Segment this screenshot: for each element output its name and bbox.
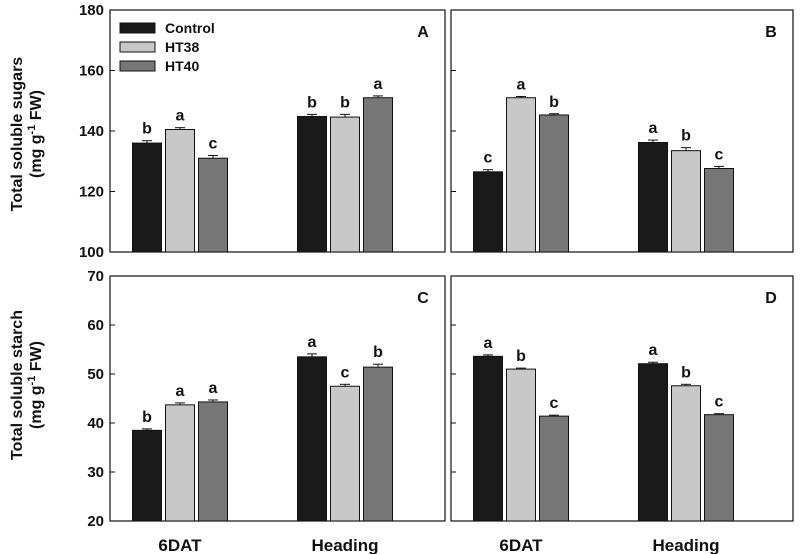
y-tick-label: 30 xyxy=(87,464,104,481)
legend-label-ht40: HT40 xyxy=(165,58,199,74)
panel-letter: C xyxy=(417,290,429,307)
bar-ht40-6dat xyxy=(539,114,569,253)
significance-letter: c xyxy=(550,395,559,412)
bar-ht38-6dat xyxy=(165,128,195,253)
bar-ht38-heading xyxy=(330,116,360,253)
panel-C: 20 30 40 50 60 70 Cb a a a c b xyxy=(87,268,446,530)
significance-letter: b xyxy=(373,344,383,361)
significance-letter: a xyxy=(484,335,493,352)
y-axis-title-sugars: Total soluble sugars (mg g-1 FW) xyxy=(9,57,45,212)
significance-letter: a xyxy=(176,108,185,125)
y-tick-label: 50 xyxy=(87,366,104,383)
bar-control-6dat xyxy=(473,171,503,253)
significance-letter: a xyxy=(176,383,185,400)
significance-letter: b xyxy=(340,94,350,111)
bar-ht38-heading xyxy=(671,150,701,253)
significance-letter: b xyxy=(681,128,691,145)
significance-letter: a xyxy=(517,77,526,94)
y-tick-label: 120 xyxy=(79,184,104,201)
y-axis-title-starch-line1: Total soluble starch xyxy=(9,310,26,460)
significance-letter: c xyxy=(715,146,724,163)
panel-A: 100 120 140 160 180 Ab a c b b a xyxy=(79,2,446,261)
y-axis-title-starch: Total soluble starch (mg g-1 FW) xyxy=(9,310,45,460)
significance-letter: a xyxy=(649,342,658,359)
panel-frame xyxy=(109,275,446,522)
significance-letter: b xyxy=(307,94,317,111)
legend: Control HT38 HT40 xyxy=(119,20,215,74)
bar-control-heading xyxy=(638,141,668,253)
x-category-labels: 6DAT Heading 6DAT Heading xyxy=(158,536,719,554)
bar-ht38-heading xyxy=(671,385,701,522)
x-category-label: Heading xyxy=(652,536,719,554)
bar-control-heading xyxy=(638,363,668,522)
panel-B: Bc a b a b c xyxy=(450,9,794,253)
chart-panels: 100 120 140 160 180 Ab a c b b a Bc a b a b c 20 30 40 50 60 7… xyxy=(79,2,794,530)
y-axis-title-sugars-line1: Total soluble sugars xyxy=(9,57,26,212)
significance-letter: a xyxy=(649,120,658,137)
y-tick-label: 60 xyxy=(87,317,104,334)
legend-label-control: Control xyxy=(165,20,215,36)
legend-swatch-control xyxy=(119,22,156,34)
x-category-label: 6DAT xyxy=(158,536,202,554)
significance-letter: b xyxy=(549,94,559,111)
y-tick-label: 70 xyxy=(87,268,104,285)
significance-letter: a xyxy=(374,76,383,93)
panel-D: Da b c a b c xyxy=(450,275,794,522)
bar-ht38-heading xyxy=(330,385,360,522)
panel-letter: B xyxy=(765,24,777,41)
significance-letter: c xyxy=(341,364,350,381)
bar-ht40-heading xyxy=(363,97,393,253)
bar-ht40-6dat xyxy=(198,401,228,522)
bar-ht40-heading xyxy=(704,414,734,522)
panel-frame xyxy=(450,275,794,522)
legend-swatch-ht40 xyxy=(119,60,156,72)
significance-letter: c xyxy=(209,136,218,153)
y-tick-label: 40 xyxy=(87,415,104,432)
y-tick-label: 160 xyxy=(79,63,104,80)
bar-control-6dat xyxy=(132,142,162,253)
significance-letter: b xyxy=(681,364,691,381)
x-category-label: Heading xyxy=(311,536,378,554)
bar-ht40-heading xyxy=(363,366,393,522)
significance-letter: c xyxy=(715,394,724,411)
bar-control-6dat xyxy=(132,429,162,522)
bar-control-heading xyxy=(297,115,327,253)
panel-letter: D xyxy=(765,290,777,307)
panel-letter: A xyxy=(417,24,429,41)
bar-ht40-6dat xyxy=(198,157,228,253)
legend-swatch-ht38 xyxy=(119,41,156,53)
significance-letter: b xyxy=(516,348,526,365)
bar-control-6dat xyxy=(473,355,503,522)
legend-label-ht38: HT38 xyxy=(165,39,199,55)
y-tick-label: 180 xyxy=(79,2,104,19)
bar-ht40-heading xyxy=(704,168,734,253)
significance-letter: a xyxy=(209,380,218,397)
bar-ht38-6dat xyxy=(506,97,536,253)
significance-letter: b xyxy=(142,121,152,138)
y-tick-label: 20 xyxy=(87,513,104,530)
y-axis-title-starch-line2: (mg g-1 FW) xyxy=(26,341,45,429)
significance-letter: a xyxy=(308,334,317,351)
bar-ht38-6dat xyxy=(165,404,195,522)
y-axis-title-sugars-line2: (mg g-1 FW) xyxy=(26,90,45,178)
x-category-label: 6DAT xyxy=(499,536,543,554)
bar-ht40-6dat xyxy=(539,415,569,522)
significance-letter: b xyxy=(142,409,152,426)
bar-ht38-6dat xyxy=(506,368,536,522)
y-tick-label: 140 xyxy=(79,123,104,140)
bar-control-heading xyxy=(297,356,327,522)
y-tick-label: 100 xyxy=(79,244,104,261)
significance-letter: c xyxy=(484,150,493,167)
